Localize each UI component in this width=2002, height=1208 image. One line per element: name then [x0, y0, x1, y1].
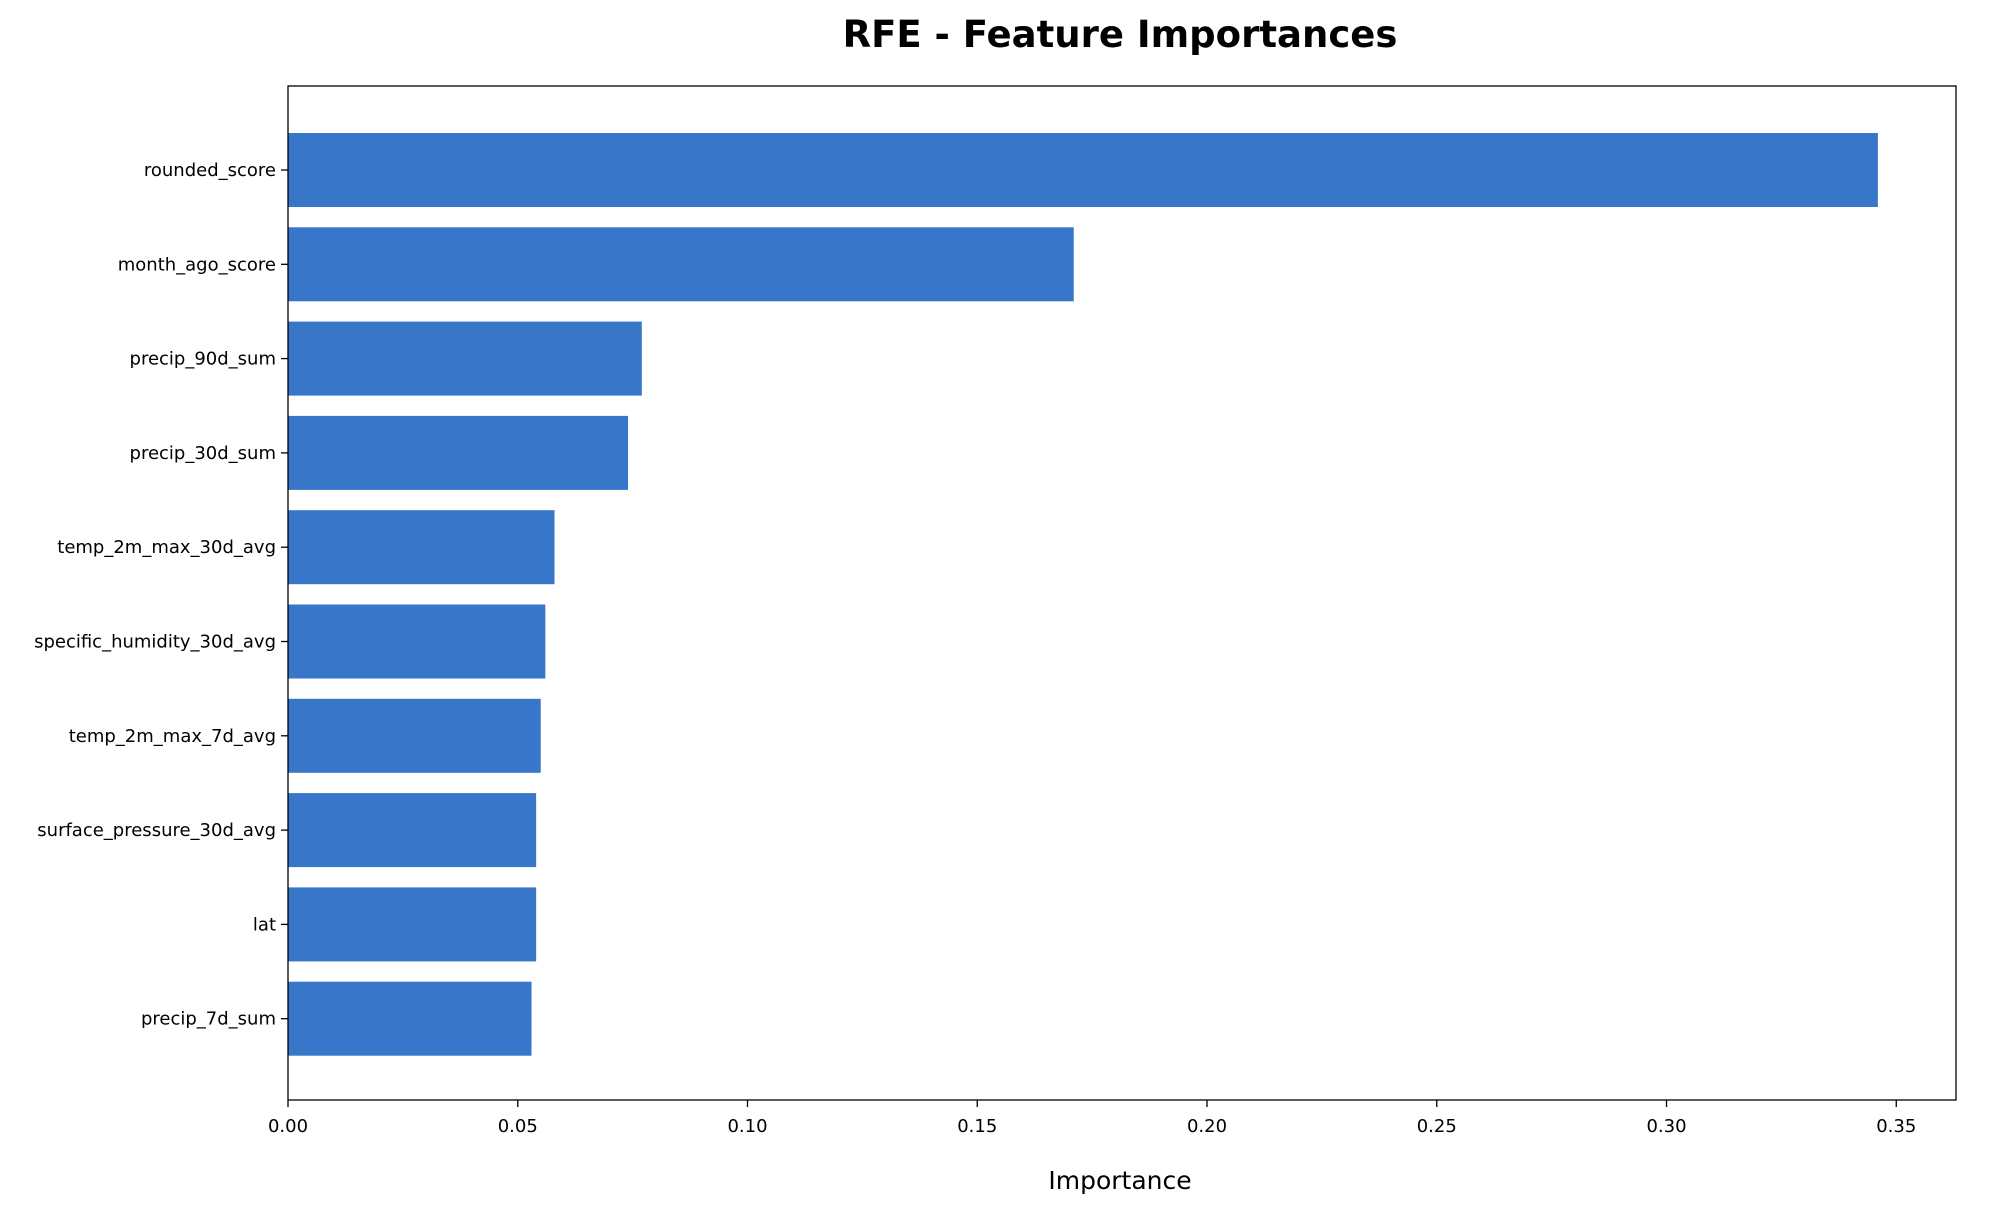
y-category-labels: rounded_score month_ago_score precip_90d_s…	[34, 160, 288, 1030]
y-category-label: precip_7d_sum	[141, 1009, 276, 1030]
y-category-label: temp_2m_max_7d_avg	[69, 726, 276, 747]
x-tick-label: 0.10	[727, 1116, 767, 1137]
bars-group	[288, 133, 1878, 1056]
bar-specific-humidity-30d-avg	[288, 604, 546, 679]
x-tick-label: 0.15	[957, 1116, 997, 1137]
x-tick-label: 0.25	[1417, 1116, 1457, 1137]
bar-precip-7d-sum	[288, 981, 532, 1056]
bar-lat	[288, 887, 537, 962]
bar-surface-pressure-30d-avg	[288, 793, 537, 868]
x-tick-label: 0.00	[268, 1116, 308, 1137]
y-category-label: month_ago_score	[118, 254, 276, 275]
plot-frame	[287, 85, 1957, 1101]
y-category-label: precip_30d_sum	[130, 443, 276, 464]
bar-precip-30d-sum	[288, 415, 629, 490]
x-tick-label: 0.30	[1646, 1116, 1686, 1137]
y-category-label: specific_humidity_30d_avg	[34, 632, 276, 653]
x-tick-labels: 0.00 0.05 0.10 0.15 0.20 0.25 0.30 0.35	[268, 1100, 1916, 1137]
bar-temp-2m-max-7d-avg	[288, 698, 541, 773]
y-category-label: surface_pressure_30d_avg	[37, 820, 276, 841]
bar-month-ago-score	[288, 227, 1074, 302]
y-category-label: precip_90d_sum	[130, 349, 276, 370]
y-category-label: temp_2m_max_30d_avg	[57, 537, 276, 558]
x-tick-label: 0.35	[1876, 1116, 1916, 1137]
x-tick-label: 0.05	[498, 1116, 538, 1137]
bar-rounded-score	[288, 133, 1878, 207]
y-category-label: lat	[253, 914, 276, 935]
chart-title: RFE - Feature Importances	[843, 13, 1398, 56]
bar-temp-2m-max-30d-avg	[288, 510, 555, 585]
bar-precip-90d-sum	[288, 321, 642, 396]
x-tick-label: 0.20	[1187, 1116, 1227, 1137]
y-category-label: rounded_score	[144, 160, 276, 181]
x-axis-label: Importance	[1048, 1166, 1191, 1195]
